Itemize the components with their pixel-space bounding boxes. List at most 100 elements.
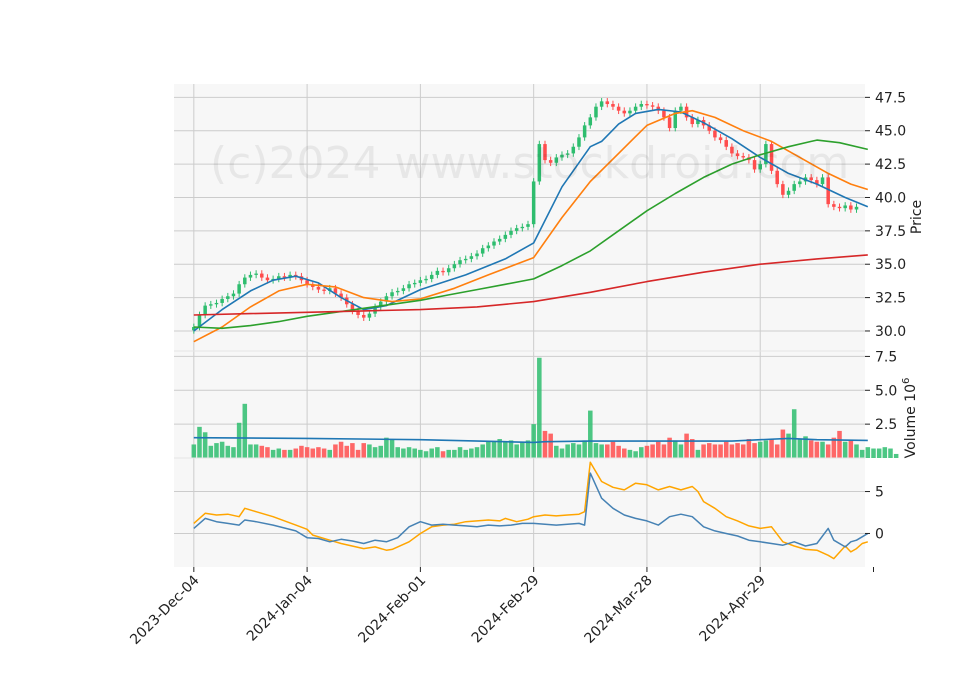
- candle: [469, 256, 474, 259]
- volume-axis-label-exp: 6: [901, 378, 912, 384]
- price-ma-line-0: [193, 108, 869, 332]
- candle: [809, 177, 813, 181]
- candle: [220, 298, 224, 303]
- volume-bar: [423, 451, 429, 458]
- candle: [854, 206, 859, 210]
- volume-bar: [633, 451, 638, 458]
- x-tick-label-0: 2023-Dec-04: [127, 572, 202, 647]
- candle: [248, 274, 253, 278]
- candle: [605, 101, 610, 105]
- volume-bar: [712, 444, 718, 458]
- volume-bar: [537, 357, 542, 458]
- candle: [826, 177, 830, 205]
- candle: [192, 326, 196, 331]
- volume-bar: [344, 445, 350, 458]
- candle: [611, 104, 615, 107]
- volume-bar: [695, 449, 701, 458]
- volume-bar: [718, 444, 723, 458]
- volume-bar: [446, 449, 451, 458]
- candle: [480, 248, 485, 254]
- candle: [645, 104, 649, 106]
- volume-bar: [378, 445, 383, 458]
- volume-bar: [820, 441, 825, 458]
- y-tick-label-p0-0: 30.0: [875, 324, 906, 340]
- volume-bar: [706, 443, 712, 458]
- x-tick-label-5: 2024-Apr-29: [697, 573, 770, 646]
- volume-bar: [854, 444, 859, 458]
- volume-bar: [327, 449, 333, 458]
- volume-bar: [639, 447, 644, 458]
- candle: [463, 258, 468, 261]
- price-ma-line-3: [193, 254, 868, 316]
- candle: [837, 206, 842, 209]
- volume-bar: [882, 447, 888, 458]
- candle: [820, 177, 825, 185]
- volume-axis-label: Volume 106: [901, 378, 919, 459]
- volume-bar: [848, 440, 854, 458]
- volume-bar: [780, 429, 786, 458]
- volume-bar: [242, 403, 248, 458]
- y-tick-label-p1-2: 7.5: [875, 349, 897, 365]
- watermark: (c)2024 www.stockdroid.com: [210, 138, 849, 189]
- y-tick-label-p1-0: 2.5: [875, 417, 897, 433]
- candle: [582, 125, 587, 138]
- candle: [741, 156, 745, 158]
- x-tick-label-3: 2024-Feb-29: [469, 573, 543, 647]
- volume-bar: [361, 443, 367, 458]
- candle: [526, 224, 530, 227]
- osc-line-0: [193, 461, 869, 560]
- candle: [435, 270, 440, 275]
- candle: [458, 260, 462, 265]
- candle: [577, 137, 581, 147]
- candle: [265, 277, 270, 281]
- volume-bar: [644, 445, 650, 458]
- candle: [367, 313, 372, 318]
- candle: [548, 160, 553, 163]
- volume-bar: [253, 444, 259, 458]
- y-tick-label-p0-7: 47.5: [875, 90, 906, 106]
- candle: [401, 288, 406, 291]
- volume-bar: [191, 444, 197, 458]
- candle: [339, 293, 343, 298]
- y-tick-label-p1-1: 5.0: [875, 383, 897, 399]
- volume-bar: [457, 447, 463, 458]
- volume-bar: [740, 444, 746, 458]
- candle: [650, 105, 655, 107]
- volume-bar: [888, 448, 893, 458]
- candle: [554, 157, 559, 163]
- volume-bar: [259, 445, 265, 458]
- candle: [633, 106, 638, 111]
- candle: [418, 280, 423, 283]
- volume-bar: [797, 439, 803, 458]
- volume-bar: [876, 448, 882, 458]
- volume-bar: [384, 437, 389, 458]
- volume-bar: [418, 449, 423, 458]
- candle: [781, 184, 785, 195]
- candle: [639, 104, 644, 107]
- price-ma-line-2: [193, 139, 868, 330]
- volume-bar: [774, 444, 780, 458]
- candle: [209, 304, 213, 306]
- candle: [509, 230, 513, 235]
- volume-bar: [225, 445, 231, 458]
- candle: [514, 228, 519, 231]
- volume-bar: [321, 448, 327, 458]
- volume-bar: [554, 445, 559, 458]
- volume-axis-label-main: Volume: [903, 402, 919, 459]
- volume-bar: [571, 443, 576, 458]
- volume-bar: [588, 410, 593, 458]
- candle: [197, 314, 202, 327]
- candle: [832, 204, 836, 207]
- volume-bar: [593, 443, 599, 458]
- volume-bar: [231, 447, 236, 458]
- volume-bar: [752, 443, 757, 458]
- candle: [520, 226, 525, 229]
- volume-bar: [786, 433, 791, 458]
- volume-bar: [514, 444, 519, 458]
- volume-bar: [831, 437, 837, 458]
- candle: [361, 314, 366, 318]
- candle: [441, 270, 445, 273]
- volume-bar: [299, 445, 304, 458]
- volume-bar: [367, 444, 372, 458]
- candle: [424, 278, 428, 281]
